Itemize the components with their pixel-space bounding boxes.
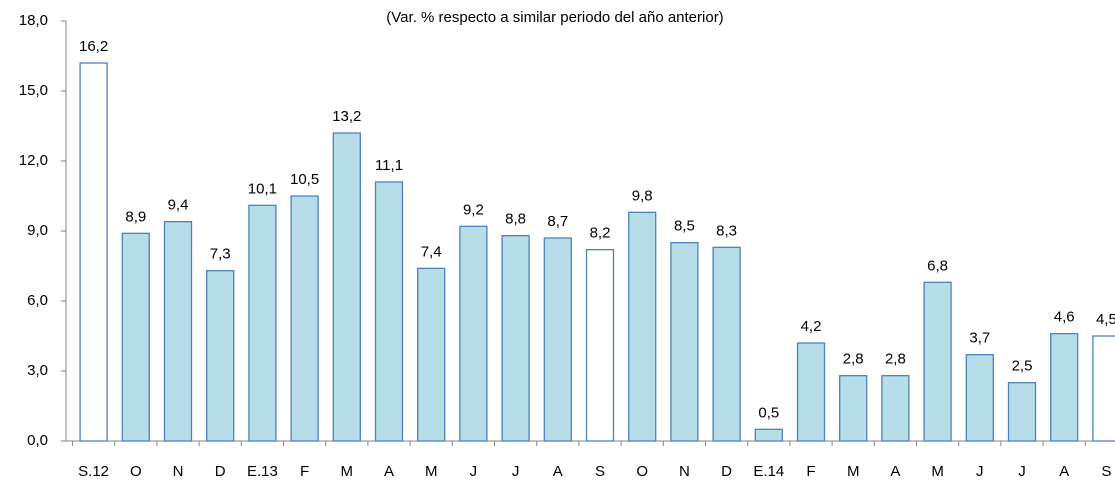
x-tick-label: D xyxy=(215,463,226,480)
y-tick-label: 6,0 xyxy=(27,292,48,309)
value-label: 2,5 xyxy=(1012,358,1033,375)
value-label: 3,7 xyxy=(969,330,990,347)
chart-subtitle: (Var. % respecto a similar periodo del a… xyxy=(386,9,723,26)
value-label: 8,9 xyxy=(125,208,146,225)
value-label: 9,4 xyxy=(168,197,189,214)
value-label: 8,8 xyxy=(505,211,526,228)
value-label: 4,6 xyxy=(1054,309,1075,326)
y-tick-label: 12,0 xyxy=(19,152,48,169)
y-tick-label: 0,0 xyxy=(27,432,48,449)
x-tick-label: N xyxy=(679,463,690,480)
x-tick-label: A xyxy=(890,463,900,480)
bar xyxy=(585,249,615,442)
y-tick-label: 18,0 xyxy=(19,12,48,29)
x-tick-label: J xyxy=(1018,463,1026,480)
x-tick-label: S xyxy=(1101,463,1111,480)
value-label: 4,5 xyxy=(1096,311,1115,328)
value-label: 7,4 xyxy=(421,243,442,260)
value-label: 8,7 xyxy=(547,213,568,230)
value-label: 2,8 xyxy=(843,351,864,368)
bar xyxy=(290,195,319,442)
value-label: 10,1 xyxy=(248,180,277,197)
x-tick-label: M xyxy=(847,463,860,480)
bar xyxy=(628,211,657,442)
bar xyxy=(1092,335,1115,442)
bar xyxy=(1050,333,1079,442)
value-label: 4,2 xyxy=(801,318,822,335)
x-tick-label: F xyxy=(300,463,309,480)
value-label: 6,8 xyxy=(927,257,948,274)
value-label: 13,2 xyxy=(332,108,361,125)
value-label: 16,2 xyxy=(79,38,108,55)
bar xyxy=(965,354,994,442)
x-tick-label: S.12 xyxy=(78,463,109,480)
bar xyxy=(248,204,277,442)
value-label: 8,2 xyxy=(590,225,611,242)
value-label: 8,5 xyxy=(674,218,695,235)
x-tick-label: O xyxy=(130,463,142,480)
x-tick-label: J xyxy=(976,463,984,480)
x-tick-label: A xyxy=(1059,463,1069,480)
bar xyxy=(501,235,530,442)
value-label: 2,8 xyxy=(885,351,906,368)
y-tick-label: 15,0 xyxy=(19,82,48,99)
value-label: 10,5 xyxy=(290,171,319,188)
bar xyxy=(670,242,699,442)
bar xyxy=(417,267,446,442)
value-label: 0,5 xyxy=(758,404,779,421)
bar xyxy=(543,237,572,442)
x-tick-label: O xyxy=(636,463,648,480)
bar xyxy=(1007,382,1037,442)
x-tick-label: M xyxy=(425,463,438,480)
x-tick-label: M xyxy=(931,463,944,480)
value-label: 8,3 xyxy=(716,222,737,239)
x-tick-label: E.14 xyxy=(753,463,784,480)
bar xyxy=(754,428,783,442)
x-tick-label: N xyxy=(173,463,184,480)
x-tick-label: E.13 xyxy=(247,463,278,480)
x-tick-label: S xyxy=(595,463,605,480)
value-label: 9,2 xyxy=(463,201,484,218)
x-tick-label: J xyxy=(512,463,520,480)
bar xyxy=(923,281,952,442)
x-tick-label: J xyxy=(470,463,478,480)
bar xyxy=(374,181,404,442)
value-label: 7,3 xyxy=(210,246,231,263)
bar xyxy=(163,221,193,442)
bar xyxy=(881,375,910,442)
bar xyxy=(206,270,235,442)
bar xyxy=(839,375,868,442)
bar xyxy=(332,132,361,442)
bar xyxy=(796,342,826,442)
value-label: 9,8 xyxy=(632,187,653,204)
bar xyxy=(459,225,488,442)
y-tick-label: 3,0 xyxy=(27,362,48,379)
value-label: 11,1 xyxy=(375,157,403,174)
x-tick-label: D xyxy=(721,463,732,480)
bar xyxy=(121,232,150,442)
bar xyxy=(712,246,741,442)
bar xyxy=(79,62,108,442)
x-tick-label: M xyxy=(341,463,354,480)
x-tick-label: A xyxy=(553,463,563,480)
y-tick-label: 9,0 xyxy=(27,222,48,239)
x-tick-label: A xyxy=(384,463,394,480)
x-tick-label: F xyxy=(806,463,815,480)
